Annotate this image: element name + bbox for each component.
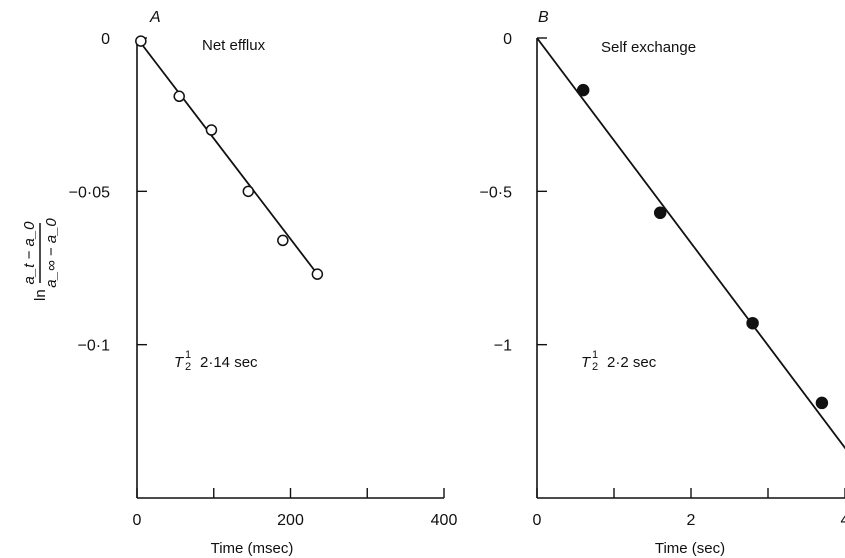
- x-tick-label-b: 4: [841, 512, 845, 529]
- t-half-value-b: 2·2 sec: [607, 354, 657, 371]
- data-point-b: [815, 396, 829, 410]
- panel-label-a: A: [149, 9, 161, 26]
- data-point-a: [311, 268, 324, 280]
- data-point-a: [242, 185, 255, 198]
- data-point-a: [135, 35, 147, 47]
- t-half-num-b: 1: [592, 349, 598, 361]
- t-half-value-a: 2·14 sec: [200, 354, 258, 371]
- t-half-symbol-a: T: [174, 354, 185, 371]
- panel-a-marks: 0 −0·05 −0·1 0 200 400: [69, 31, 458, 529]
- panel-label-b: B: [538, 9, 549, 26]
- data-point-b: [653, 206, 667, 220]
- y-tick-label-b: −1: [494, 338, 512, 355]
- y-axis-title-denominator: a_∞ − a_0: [43, 218, 60, 288]
- annotation-b: Self exchange: [601, 39, 696, 56]
- x-tick-label-a: 200: [277, 512, 304, 529]
- y-tick-label-a: −0·05: [69, 184, 110, 201]
- annotation-a: Net efflux: [202, 37, 266, 54]
- data-point-a: [173, 90, 185, 103]
- y-axis-title: ln a_t − a_0 a_∞ − a_0: [21, 218, 60, 301]
- data-point-a: [205, 124, 218, 136]
- x-axis-title-b: Time (sec): [655, 540, 725, 557]
- x-tick-label-b: 0: [533, 512, 542, 529]
- data-point-b: [746, 316, 759, 330]
- x-tick-label-b: 2: [687, 512, 696, 529]
- fit-line-b: [537, 37, 845, 450]
- x-axis-title-a: Time (msec): [211, 540, 294, 557]
- y-tick-label-a: −0·1: [78, 338, 111, 355]
- t-half-a: T 1 2 2·14 sec: [174, 349, 258, 373]
- x-tick-label-a: 0: [133, 512, 142, 529]
- fit-line-a: [136, 37, 319, 275]
- y-tick-label-b: −0·5: [480, 184, 513, 201]
- y-axis-title-numerator: a_t − a_0: [21, 221, 38, 285]
- y-axis-title-prefix: ln: [32, 289, 49, 301]
- data-point-b: [576, 83, 590, 97]
- t-half-den-a: 2: [185, 361, 191, 373]
- t-half-den-b: 2: [592, 361, 598, 373]
- t-half-symbol-b: T: [581, 354, 592, 371]
- y-tick-label-a: 0: [101, 31, 110, 48]
- y-tick-label-b: 0: [503, 31, 512, 48]
- data-point-a: [277, 234, 289, 247]
- panel-b-marks: 0 −0·5 −1 0 2 4: [480, 31, 845, 529]
- t-half-num-a: 1: [185, 349, 191, 361]
- x-tick-label-a: 400: [431, 512, 458, 529]
- t-half-b: T 1 2 2·2 sec: [581, 349, 657, 373]
